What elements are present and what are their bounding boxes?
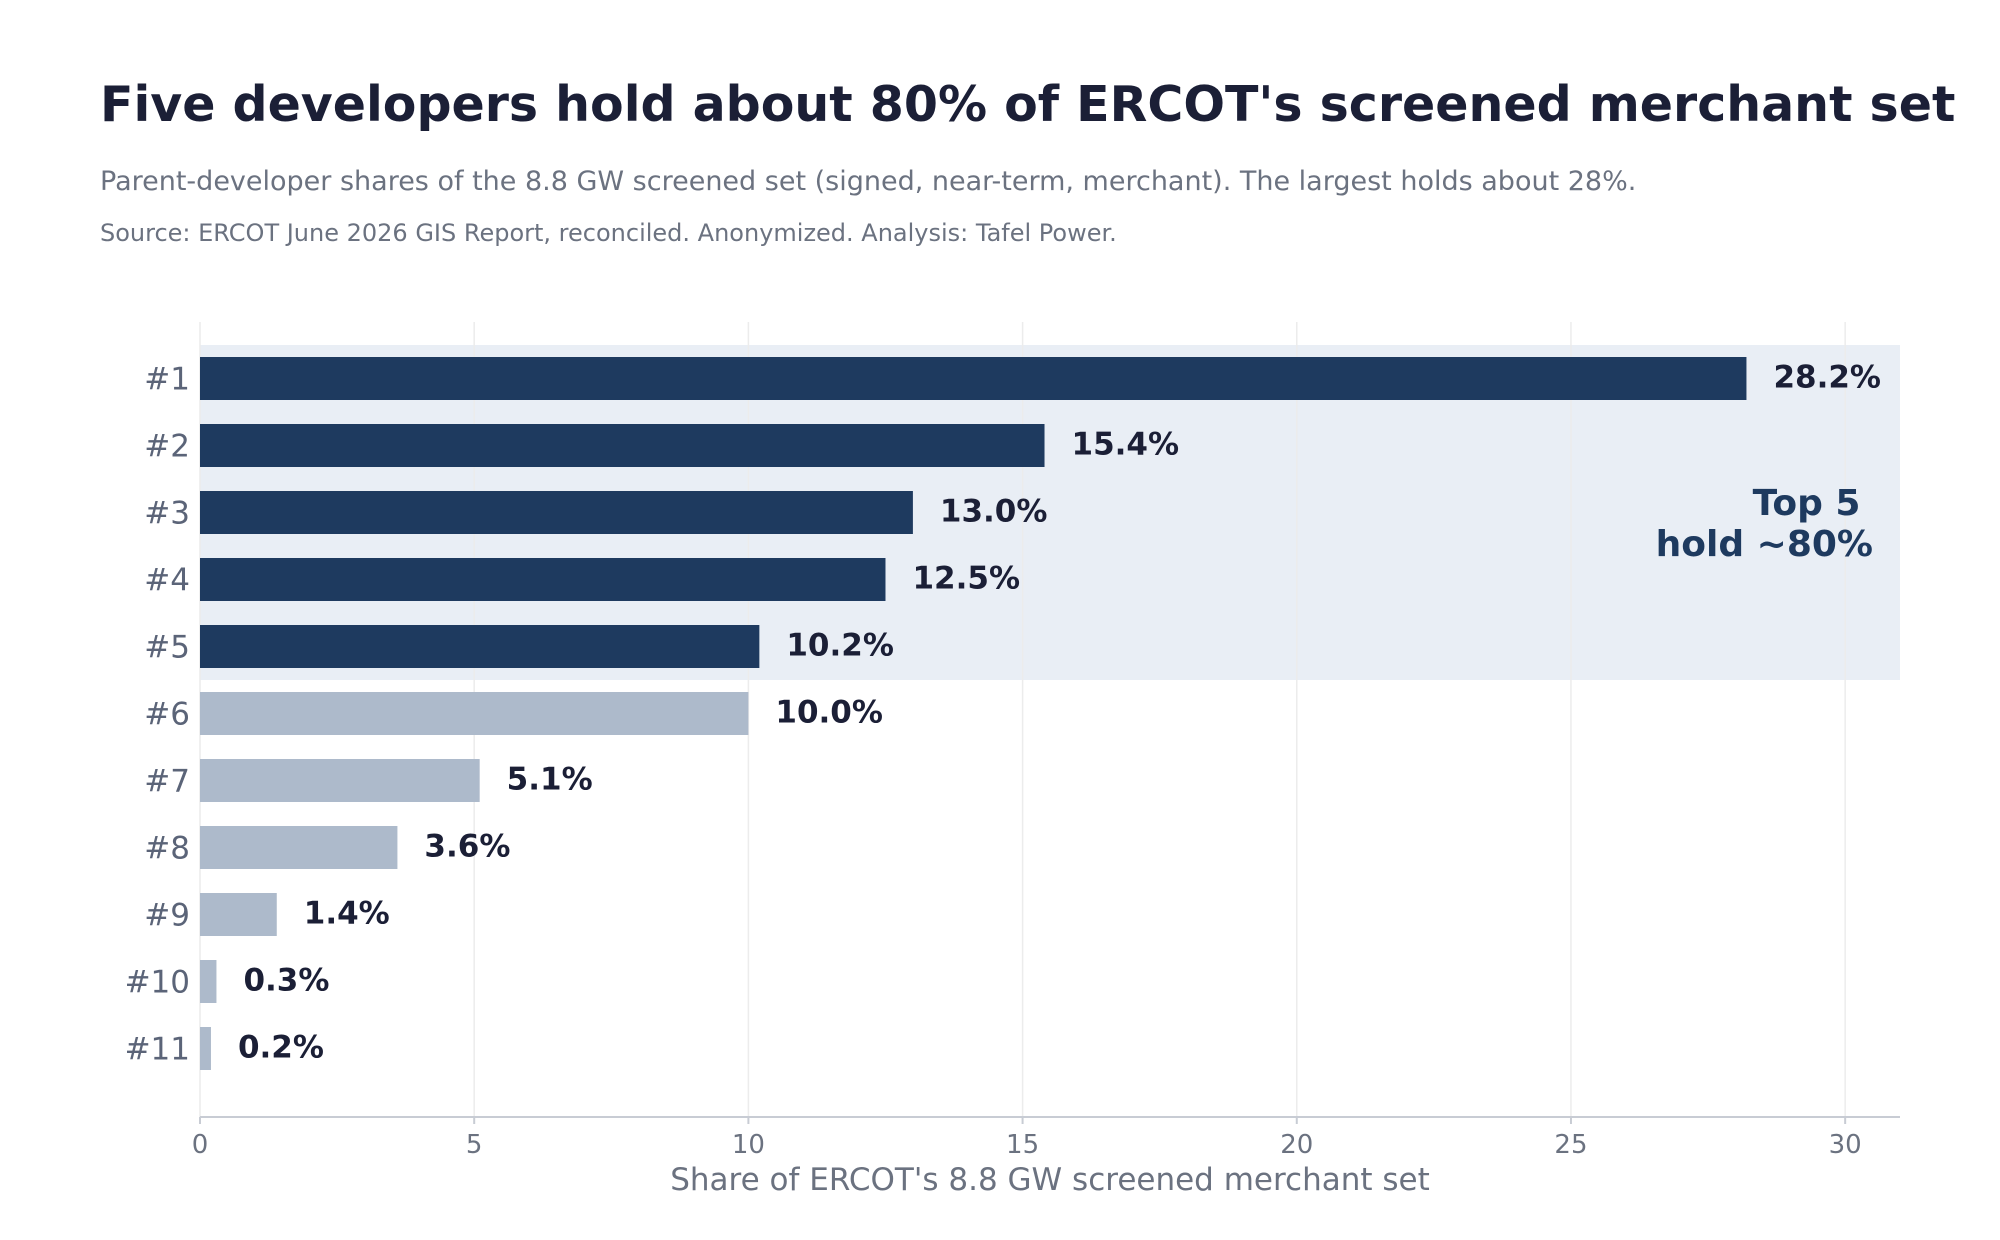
x-axis-title: Share of ERCOT's 8.8 GW screened merchan… xyxy=(670,1162,1430,1198)
category-label: #1 xyxy=(144,362,190,398)
category-label: #6 xyxy=(144,697,190,733)
value-label: 3.6% xyxy=(424,829,510,865)
value-label: 28.2% xyxy=(1773,360,1881,396)
chart-source-note: Source: ERCOT June 2026 GIS Report, reco… xyxy=(100,219,1117,247)
tick-label: 5 xyxy=(466,1130,483,1160)
bar xyxy=(200,1027,211,1070)
category-label: #5 xyxy=(144,630,190,666)
value-label: 1.4% xyxy=(304,896,390,932)
bar xyxy=(200,491,913,534)
category-label: #10 xyxy=(125,965,190,1001)
value-label: 0.3% xyxy=(243,963,329,999)
value-label: 13.0% xyxy=(940,494,1048,530)
value-label: 0.2% xyxy=(238,1030,324,1066)
category-label: #2 xyxy=(144,429,190,465)
value-label: 10.2% xyxy=(786,628,894,664)
tick-label: 10 xyxy=(732,1130,765,1160)
annotation-line-1: Top 5 xyxy=(1753,483,1861,524)
category-label: #8 xyxy=(144,831,190,867)
bar xyxy=(200,960,217,1003)
value-label: 10.0% xyxy=(775,695,883,731)
value-label: 12.5% xyxy=(912,561,1020,597)
chart-title: Five developers hold about 80% of ERCOT'… xyxy=(100,76,1956,133)
category-label: #9 xyxy=(144,898,190,934)
category-labels: #1 #2 #3 #4 #5 #6 #7 #8 #9 #10 #11 xyxy=(125,362,190,1068)
tick-label: 25 xyxy=(1554,1130,1587,1160)
value-labels: 28.2% 15.4% 13.0% 12.5% 10.2% 10.0% 5.1% 3.6% 1.… xyxy=(238,360,1881,1066)
tick-label: 30 xyxy=(1829,1130,1862,1160)
bars xyxy=(200,357,1747,1070)
category-label: #3 xyxy=(144,496,190,532)
x-tick-labels: 0 5 10 15 20 25 30 xyxy=(192,1117,1862,1160)
tick-label: 15 xyxy=(1006,1130,1039,1160)
tick-label: 20 xyxy=(1280,1130,1313,1160)
bar xyxy=(200,558,886,601)
bar xyxy=(200,826,398,869)
bar xyxy=(200,424,1045,467)
top5-annotation: Top 5 hold ~80% xyxy=(1656,483,1873,565)
bar xyxy=(200,692,749,735)
category-label: #7 xyxy=(144,764,190,800)
value-label: 5.1% xyxy=(507,762,593,798)
tick-label: 0 xyxy=(192,1130,209,1160)
category-label: #11 xyxy=(125,1032,190,1068)
category-label: #4 xyxy=(144,563,190,599)
bar xyxy=(200,759,480,802)
chart-subtitle: Parent-developer shares of the 8.8 GW sc… xyxy=(100,166,1637,197)
annotation-line-2: hold ~80% xyxy=(1656,524,1873,565)
bar xyxy=(200,893,277,936)
value-label: 15.4% xyxy=(1072,427,1180,463)
bar xyxy=(200,625,760,668)
bar xyxy=(200,357,1747,400)
